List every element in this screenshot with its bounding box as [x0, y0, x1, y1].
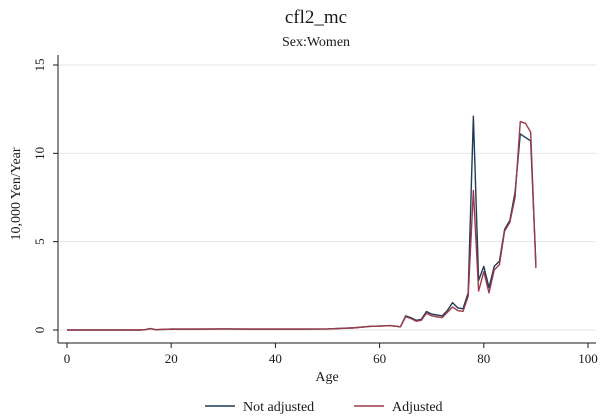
y-tick-label: 10 [32, 147, 47, 160]
legend: Not adjusted Adjusted [205, 400, 443, 415]
series-line-adjusted [67, 120, 537, 331]
x-axis-label: Age [315, 370, 338, 385]
x-tick-label: 40 [269, 351, 282, 366]
series-lines [67, 115, 537, 331]
y-tick-label: 15 [32, 59, 47, 72]
x-tick-label: 20 [165, 351, 178, 366]
y-ticks: 0 5 10 15 [32, 59, 58, 334]
y-tick-label: 5 [32, 238, 47, 245]
y-axis-label: 10,000 Yen/Year [9, 147, 24, 240]
chart-subtitle: Sex:Women [282, 35, 350, 50]
y-tick-label: 0 [32, 327, 47, 334]
legend-label: Adjusted [392, 400, 443, 415]
legend-label: Not adjusted [243, 400, 314, 415]
x-ticks: 0 20 40 60 80 100 [64, 343, 598, 366]
series-line-not-adjusted [67, 115, 537, 331]
x-tick-label: 100 [578, 351, 598, 366]
x-tick-label: 60 [373, 351, 386, 366]
x-tick-label: 0 [64, 351, 71, 366]
chart-title: cfl2_mc [285, 7, 347, 28]
gridlines [58, 64, 596, 331]
x-tick-label: 80 [477, 351, 490, 366]
